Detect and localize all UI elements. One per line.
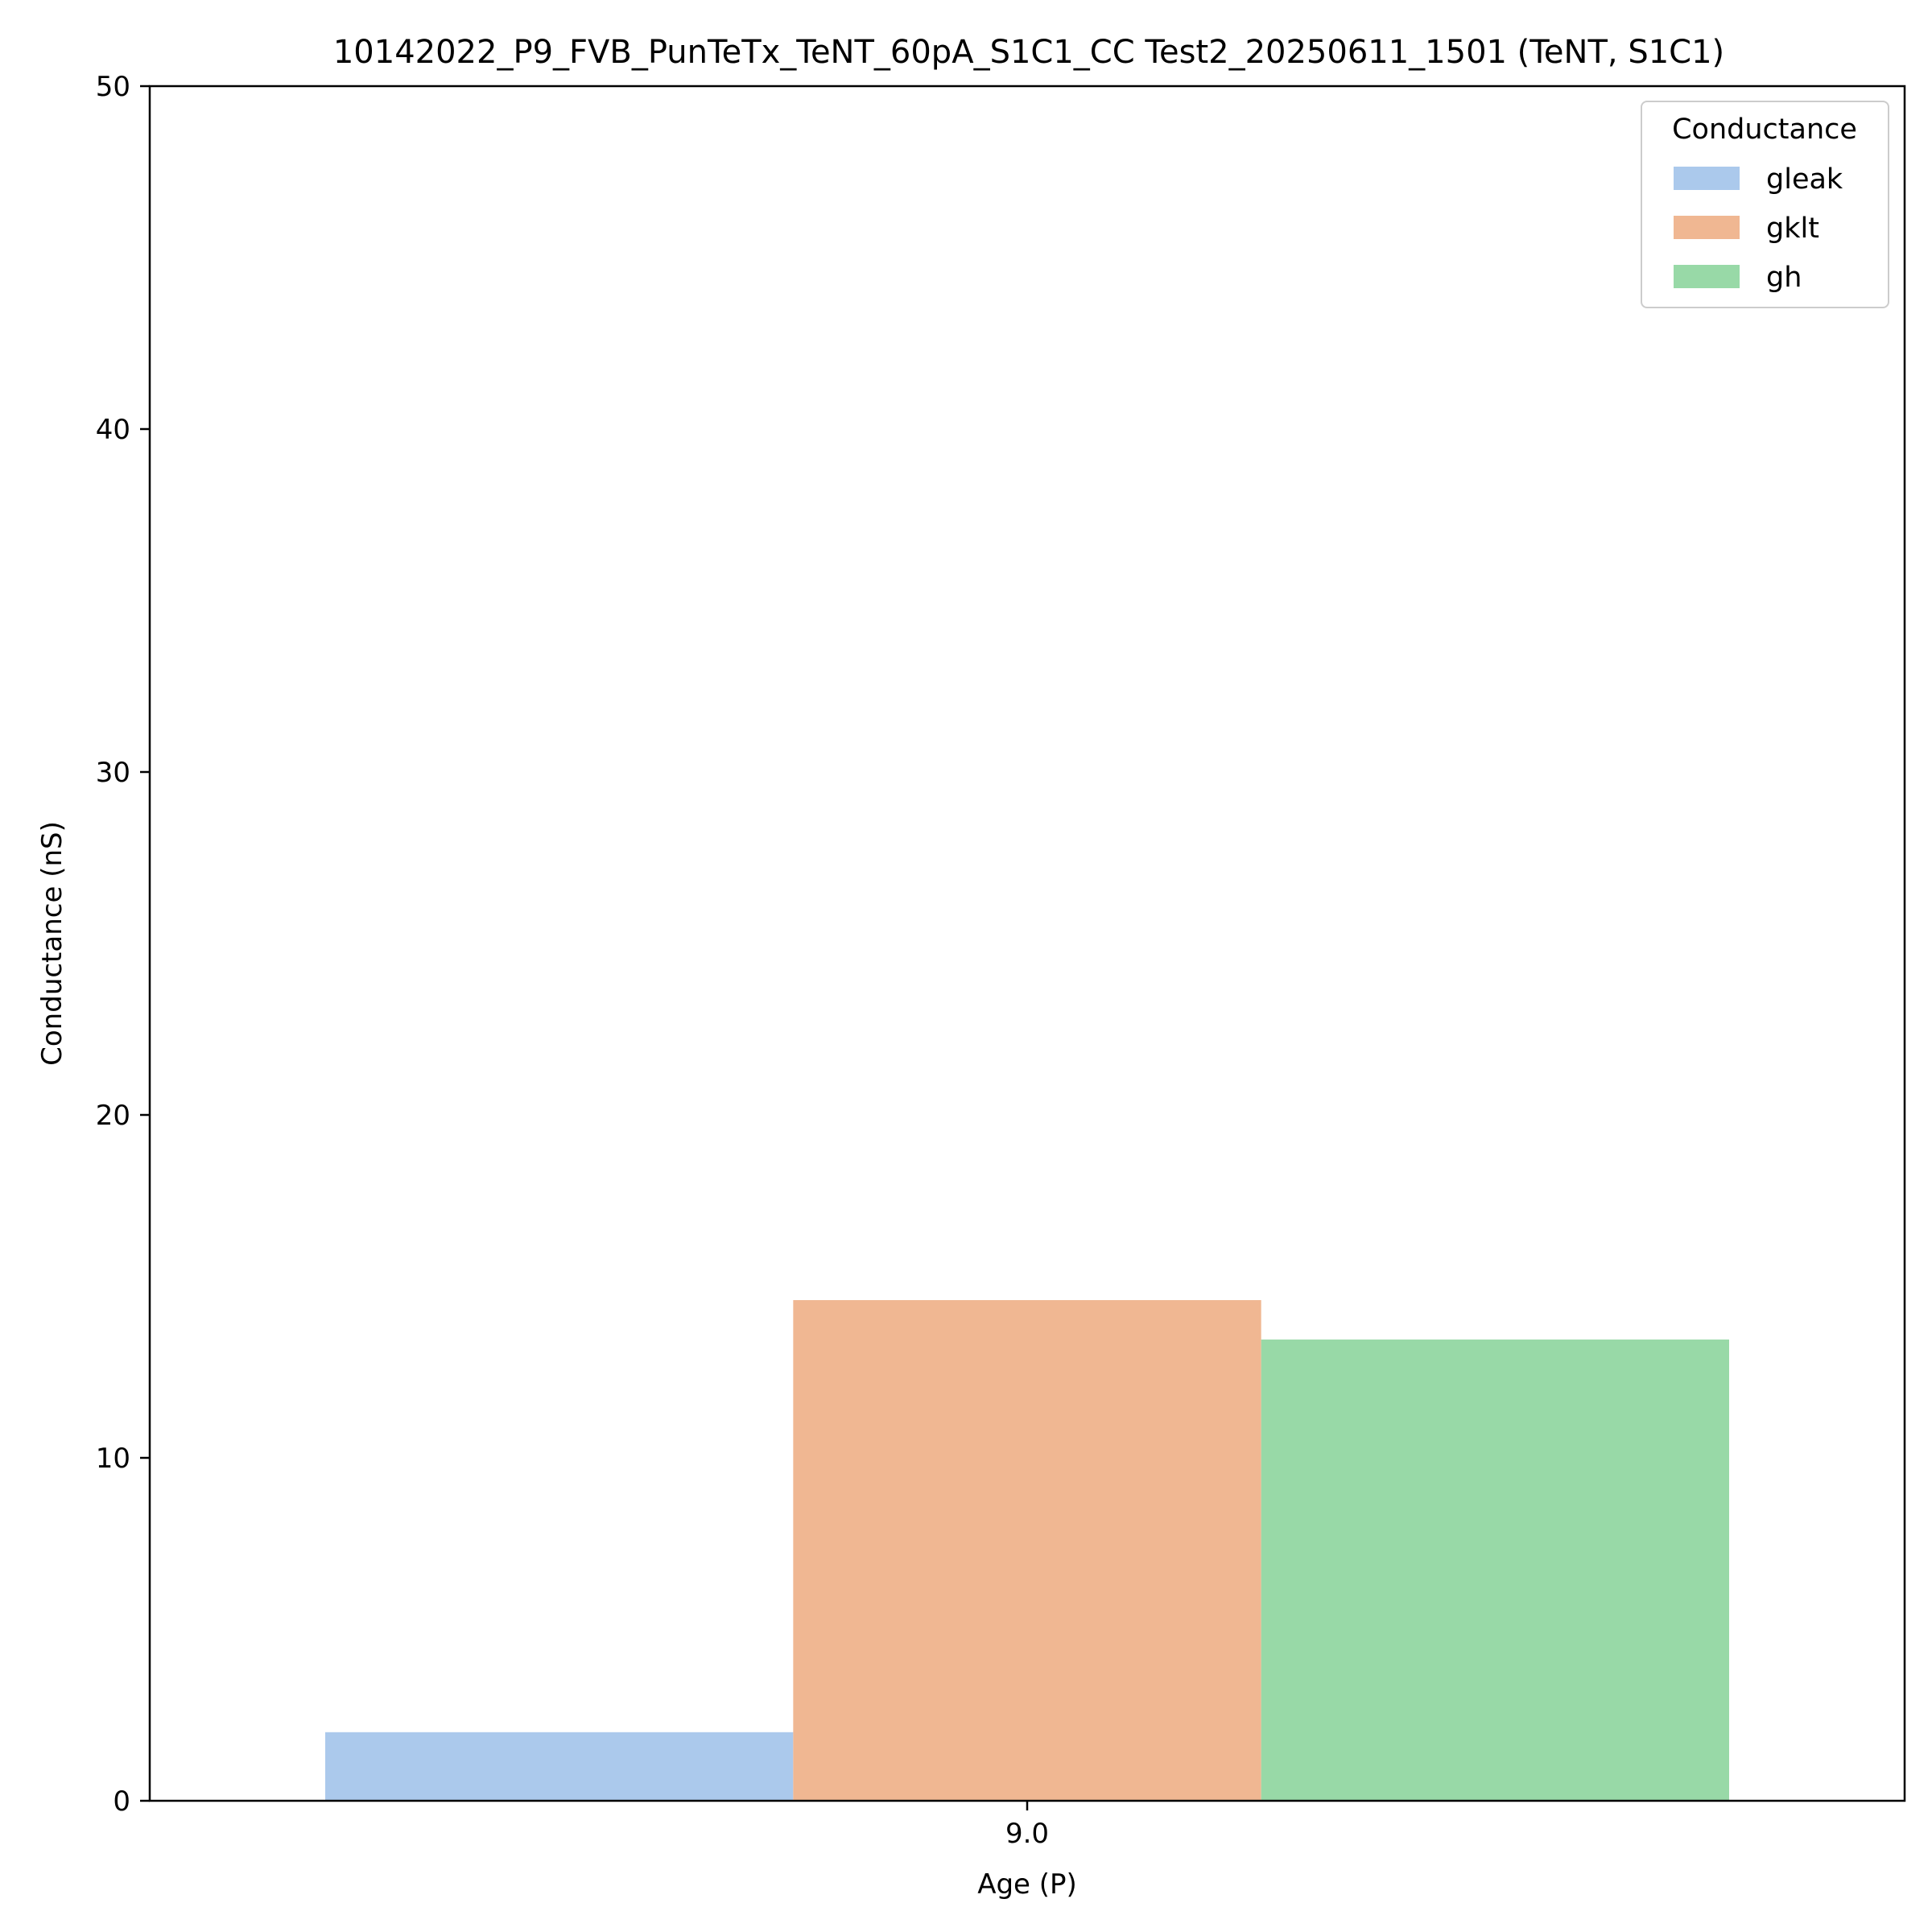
legend: Conductance gleak gklt gh — [1641, 101, 1889, 308]
bar-gklt — [793, 1300, 1261, 1801]
legend-frame — [1641, 101, 1889, 308]
x-axis-label: Age (P) — [977, 1868, 1077, 1901]
y-axis-ticks: 0 10 20 30 40 50 — [96, 71, 150, 1818]
bars-group — [325, 1300, 1729, 1801]
legend-swatch-gklt — [1674, 216, 1740, 239]
y-tick-label: 10 — [96, 1443, 130, 1475]
y-tick-label: 20 — [96, 1100, 130, 1132]
legend-label-gh: gh — [1766, 262, 1802, 294]
y-tick-label: 30 — [96, 757, 130, 789]
bar-gh — [1261, 1340, 1729, 1801]
legend-label-gleak: gleak — [1766, 163, 1843, 196]
bar-gleak — [325, 1732, 794, 1801]
y-tick-label: 50 — [96, 71, 130, 103]
legend-swatch-gleak — [1674, 167, 1740, 190]
chart-title: 10142022_P9_FVB_PunTeTx_TeNT_60pA_S1C1_C… — [333, 34, 1724, 71]
y-tick-label: 40 — [96, 414, 130, 446]
y-tick-label: 0 — [113, 1785, 130, 1818]
legend-items: gleak gklt gh — [1674, 163, 1843, 294]
y-axis-label: Conductance (nS) — [36, 821, 68, 1066]
legend-swatch-gh — [1674, 265, 1740, 288]
x-axis-ticks: 9.0 — [1005, 1801, 1049, 1850]
legend-label-gklt: gklt — [1766, 213, 1819, 245]
x-tick-label: 9.0 — [1005, 1818, 1049, 1850]
legend-title: Conductance — [1672, 114, 1857, 146]
